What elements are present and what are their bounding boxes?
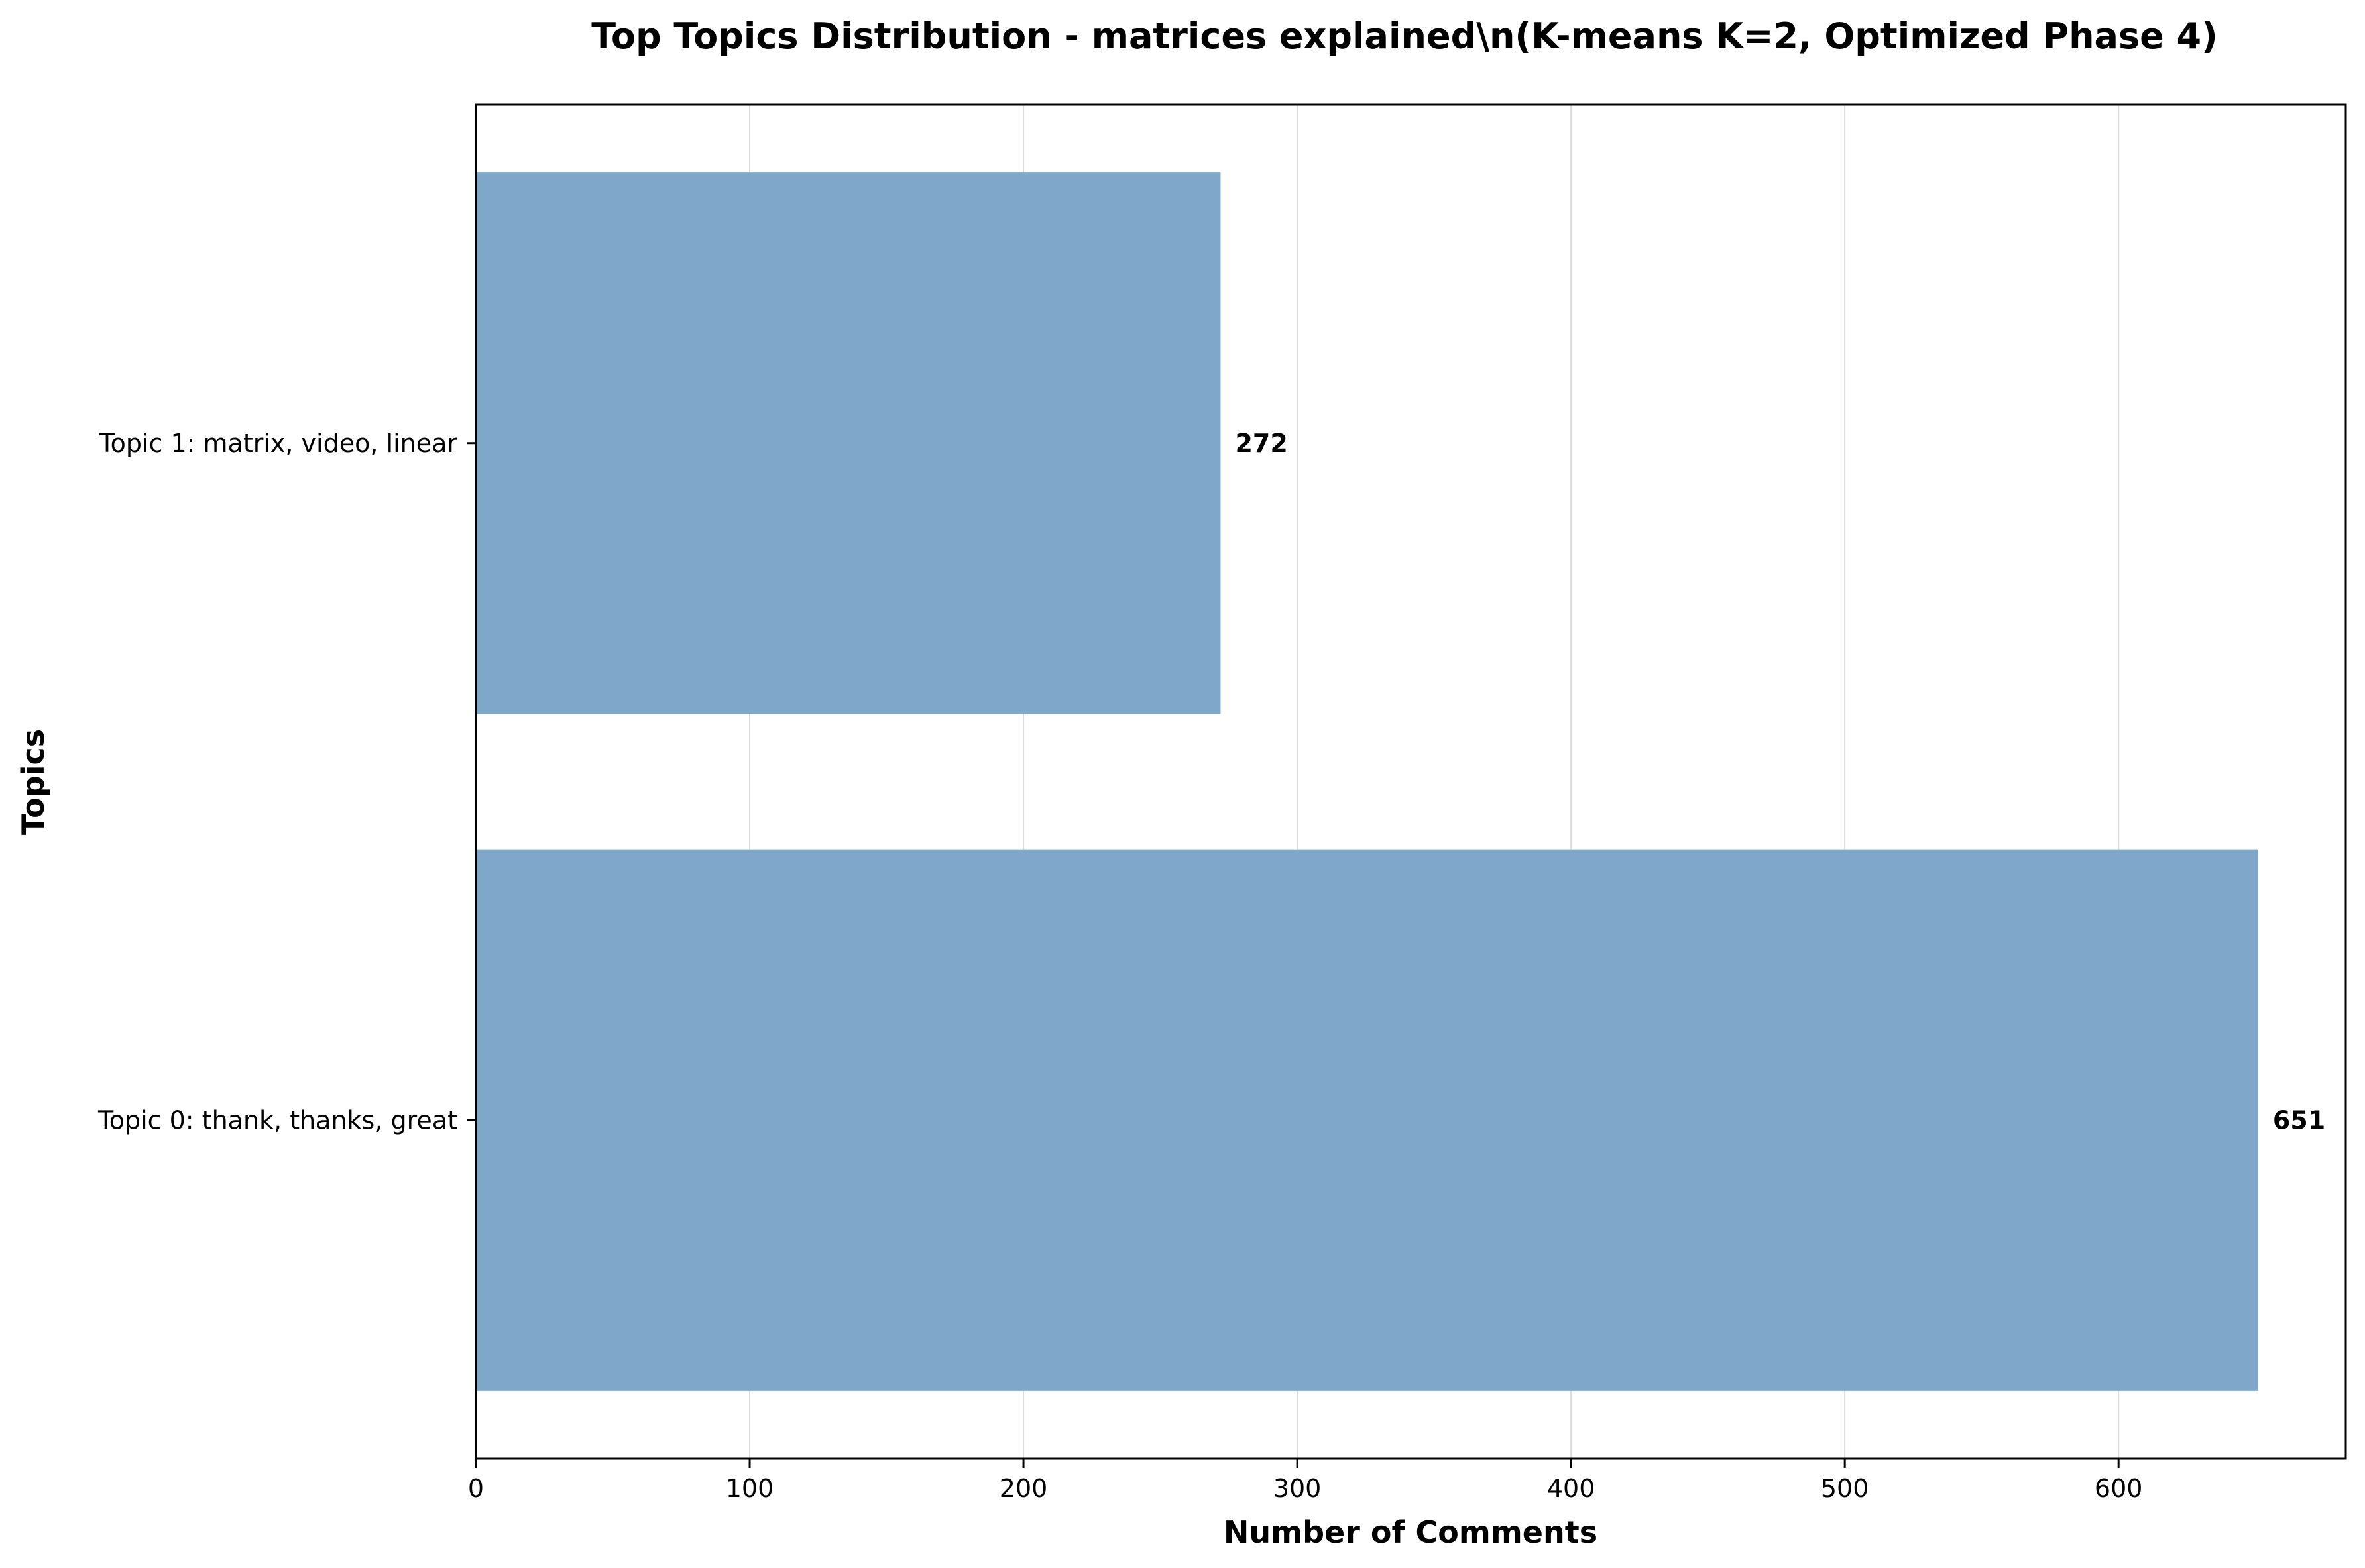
x-tick-label: 600 xyxy=(2095,1474,2143,1503)
x-tick-label: 500 xyxy=(1821,1474,1869,1503)
y-axis-ticks: Topic 0: thank, thanks, great Topic 1: ma… xyxy=(97,429,476,1135)
x-tick-label: 200 xyxy=(1000,1474,1048,1503)
x-tick-label: 300 xyxy=(1273,1474,1322,1503)
bars xyxy=(476,172,2258,1391)
x-tick-label: 0 xyxy=(468,1474,484,1503)
bar xyxy=(476,849,2258,1391)
x-tick-label: 400 xyxy=(1547,1474,1595,1503)
y-tick-label: Topic 0: thank, thanks, great xyxy=(97,1105,457,1135)
x-tick-label: 100 xyxy=(726,1474,774,1503)
bar-value-label: 272 xyxy=(1235,429,1287,458)
chart-title: Top Topics Distribution - matrices expla… xyxy=(591,15,2218,57)
y-axis-label: Topics xyxy=(15,729,51,835)
x-axis-label: Number of Comments xyxy=(1224,1514,1597,1550)
bar-value-label: 651 xyxy=(2273,1105,2325,1135)
x-axis-ticks: 0 100 200 300 400 500 600 xyxy=(468,1459,2143,1503)
plot-frame xyxy=(475,103,2347,1460)
bar xyxy=(476,172,1221,714)
bar-value-labels: 651 272 xyxy=(1235,429,2325,1135)
y-tick-label: Topic 1: matrix, video, linear xyxy=(99,429,458,458)
